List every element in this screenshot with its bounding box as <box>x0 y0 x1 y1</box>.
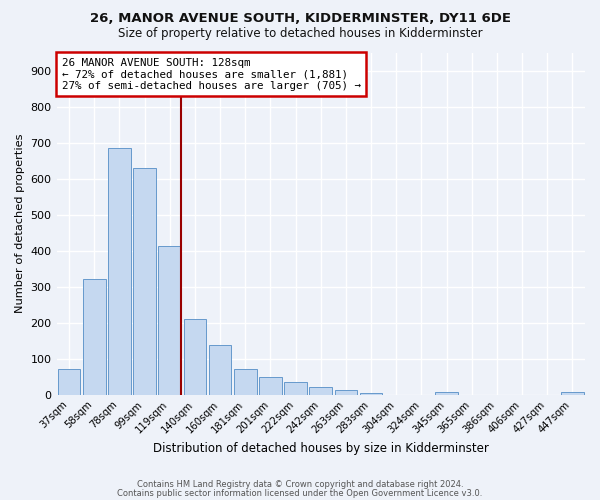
Bar <box>335 390 357 394</box>
Bar <box>310 386 332 394</box>
Text: Contains HM Land Registry data © Crown copyright and database right 2024.: Contains HM Land Registry data © Crown c… <box>137 480 463 489</box>
Text: 26 MANOR AVENUE SOUTH: 128sqm
← 72% of detached houses are smaller (1,881)
27% o: 26 MANOR AVENUE SOUTH: 128sqm ← 72% of d… <box>62 58 361 91</box>
Bar <box>158 246 181 394</box>
Bar <box>234 370 257 394</box>
Text: Contains public sector information licensed under the Open Government Licence v3: Contains public sector information licen… <box>118 489 482 498</box>
Bar <box>435 392 458 394</box>
Bar <box>83 280 106 394</box>
Bar <box>360 393 382 394</box>
Y-axis label: Number of detached properties: Number of detached properties <box>15 134 25 314</box>
Text: Size of property relative to detached houses in Kidderminster: Size of property relative to detached ho… <box>118 28 482 40</box>
X-axis label: Distribution of detached houses by size in Kidderminster: Distribution of detached houses by size … <box>153 442 489 455</box>
Bar <box>284 382 307 394</box>
Bar <box>58 370 80 394</box>
Bar <box>561 392 584 394</box>
Bar <box>133 168 156 394</box>
Bar <box>209 345 232 395</box>
Text: 26, MANOR AVENUE SOUTH, KIDDERMINSTER, DY11 6DE: 26, MANOR AVENUE SOUTH, KIDDERMINSTER, D… <box>89 12 511 26</box>
Bar <box>259 378 282 394</box>
Bar <box>184 319 206 394</box>
Bar <box>108 148 131 394</box>
